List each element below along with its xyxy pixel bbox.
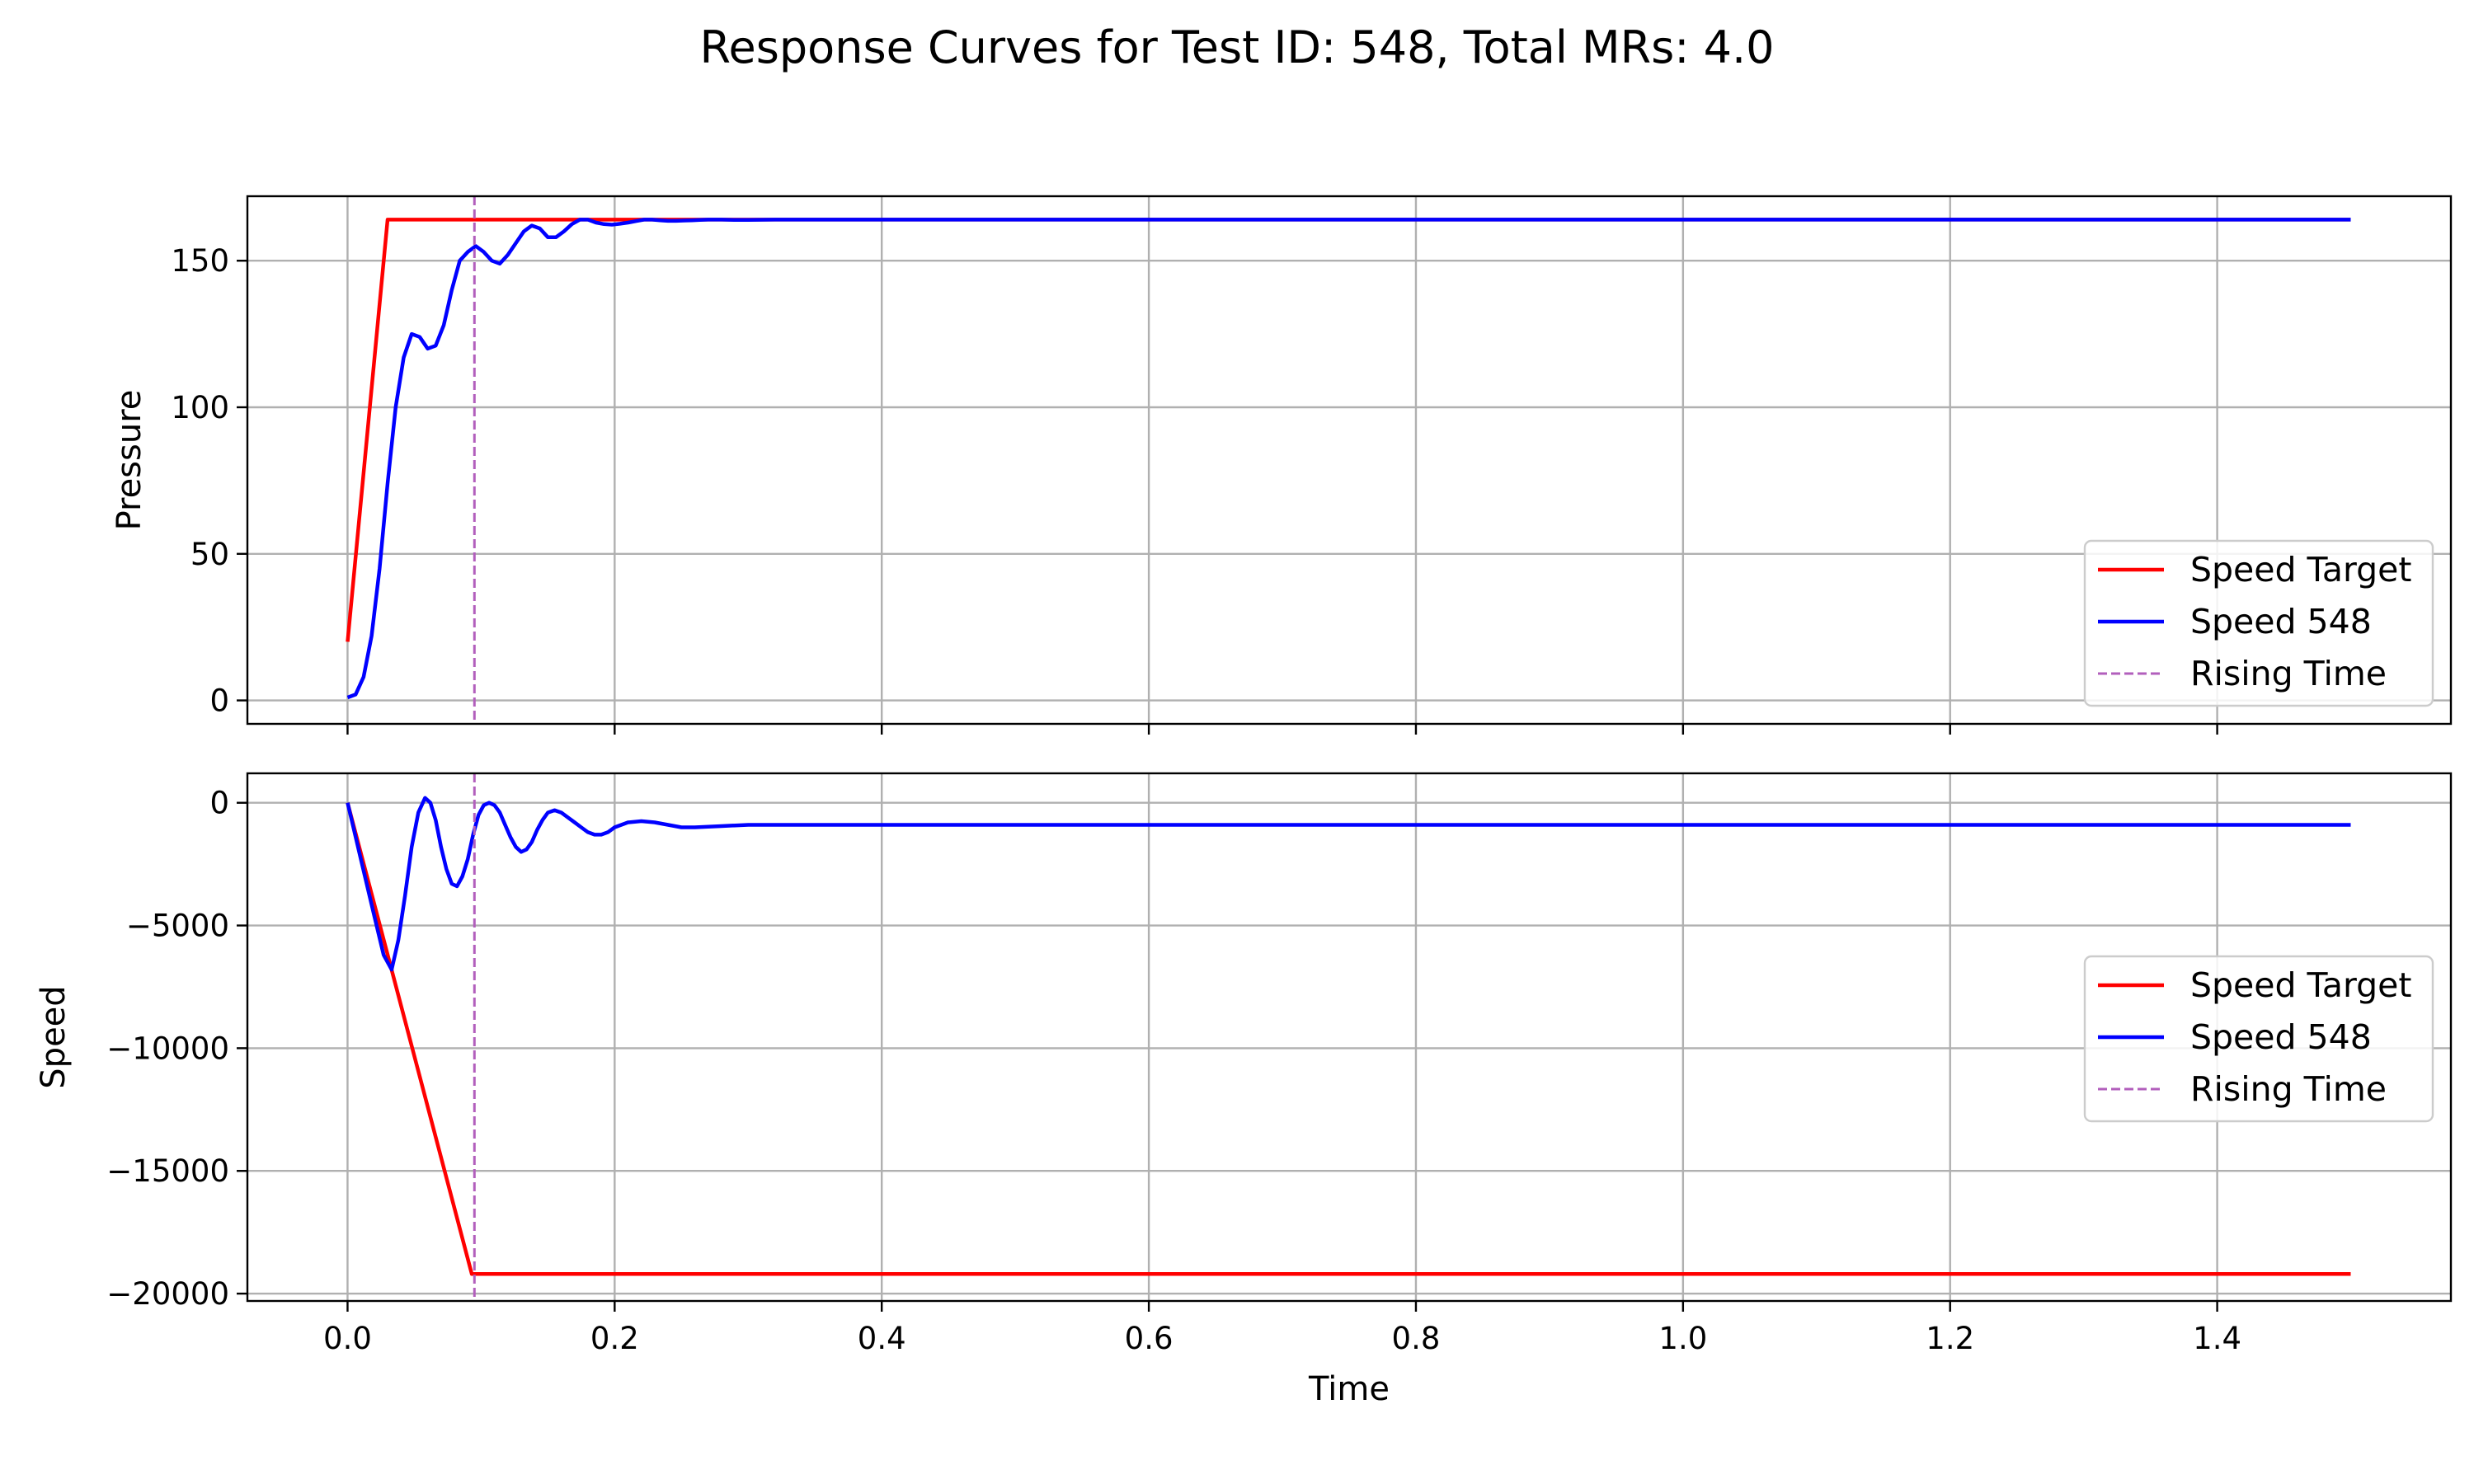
x-tick-label: 0.8: [1392, 1321, 1441, 1356]
plot-area: [346, 196, 2351, 724]
x-tick-label: 0.6: [1125, 1321, 1174, 1356]
x-tick-label: 1.4: [2193, 1321, 2241, 1356]
y-tick-label: −5000: [126, 909, 229, 944]
x-tick-label: 1.0: [1658, 1321, 1707, 1356]
y-tick-label: −10000: [106, 1031, 229, 1066]
y-tick-label: 0: [209, 786, 229, 821]
legend-label: Rising Time: [2190, 1069, 2387, 1109]
y-axis-label: Speed: [35, 985, 73, 1088]
legend-label: Speed 548: [2190, 1017, 2372, 1057]
axes-frame: [246, 195, 2453, 726]
x-tick-label: 0.2: [590, 1321, 639, 1356]
legend-box: [2083, 955, 2434, 1123]
legend-label: Speed Target: [2190, 550, 2411, 589]
x-tick-label: 0.0: [323, 1321, 372, 1356]
y-axis-label: Pressure: [111, 390, 148, 531]
legend-label: Speed Target: [2190, 965, 2411, 1005]
series-line-speed-548: [346, 796, 2351, 972]
y-tick-label: −15000: [106, 1153, 229, 1189]
legend-label: Speed 548: [2190, 602, 2372, 641]
series-line-speed-target: [346, 802, 2351, 1276]
legend: Speed Target Speed 548 Rising Time: [2083, 539, 2434, 707]
legend-box: [2083, 539, 2434, 707]
subplot-1: 0 50 100 150 Pressure Speed Target Speed 548 Ri…: [111, 195, 2453, 735]
x-tick-label: 0.4: [858, 1321, 906, 1356]
series-line-speed-target: [346, 218, 2351, 642]
y-tick-label: −20000: [106, 1276, 229, 1312]
y-tick-label: 50: [190, 537, 229, 572]
x-axis-label: Time: [1308, 1370, 1390, 1408]
y-tick-label: 150: [171, 243, 229, 279]
y-tick-label: 0: [209, 683, 229, 719]
legend-label: Rising Time: [2190, 654, 2387, 693]
legend: Speed Target Speed 548 Rising Time: [2083, 955, 2434, 1123]
figure-title: Response Curves for Test ID: 548, Total …: [699, 21, 1775, 73]
axes-frame: [246, 772, 2453, 1303]
plot-area: [346, 773, 2351, 1301]
series-line-speed-548: [346, 218, 2351, 700]
x-tick-label: 1.2: [1926, 1321, 1974, 1356]
subplot-2: 0.0 0.2 0.4 0.6 0.8 1.0 1.2 1.4 0 −5000 −10000 −150…: [35, 772, 2453, 1408]
y-tick-label: 100: [171, 390, 229, 425]
